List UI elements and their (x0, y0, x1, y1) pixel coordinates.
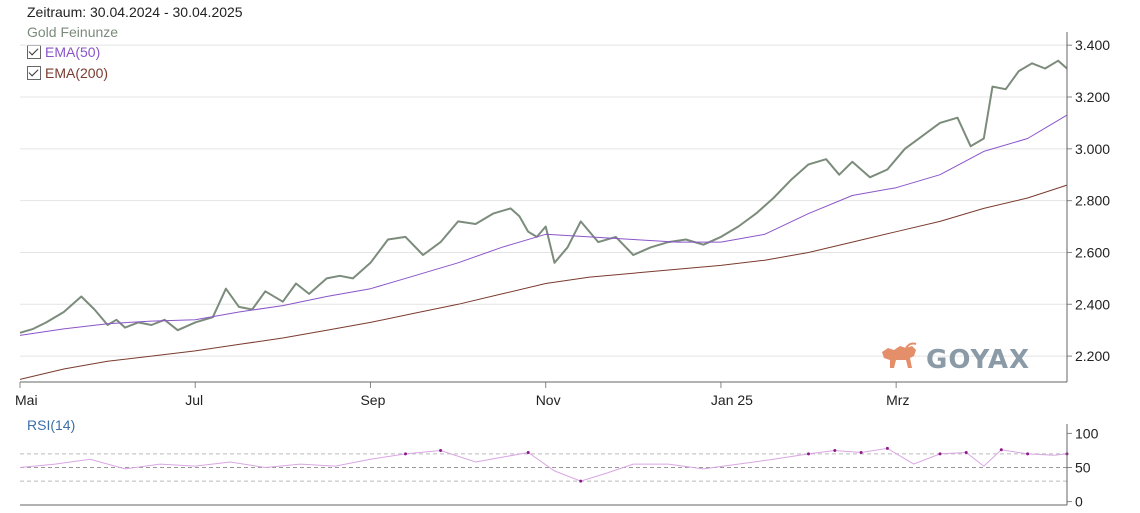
y-tick-label: 2.600 (1075, 244, 1110, 260)
rsi-tick-label: 0 (1075, 494, 1083, 510)
legend-label-ema50: EMA(50) (45, 44, 101, 60)
rsi-label: RSI(14) (27, 417, 76, 433)
axis-layer: 2.200 2.400 2.600 2.800 3.000 3.200 3.400 Mai Ju… (15, 32, 1110, 510)
y-tick-label: 2.200 (1075, 348, 1110, 364)
rsi-extreme-point (404, 452, 407, 456)
series-rsi (19, 447, 1068, 482)
logo-text: GOYAX (926, 345, 1030, 375)
bull-icon (882, 342, 917, 368)
y-tick-label: 3.200 (1075, 89, 1110, 105)
y-tick-label: 2.800 (1075, 193, 1110, 209)
y-tick-label: 3.000 (1075, 141, 1110, 157)
rsi-extreme-point (885, 446, 889, 450)
rsi-extreme-point (439, 449, 443, 452)
rsi-extreme-point (859, 451, 863, 454)
rsi-extreme-point (999, 448, 1003, 452)
x-tick-label: Nov (536, 392, 561, 408)
rsi-extreme-point (833, 449, 837, 452)
x-tick-label: Mrz (886, 392, 909, 408)
period-label: Zeitraum: 30.04.2024 - 30.04.2025 (27, 4, 243, 20)
rsi-extreme-point (1026, 452, 1030, 456)
legend-label-ema200: EMA(200) (45, 65, 109, 81)
x-tick-label: Sep (360, 392, 385, 408)
rsi-tick-label: 100 (1075, 425, 1099, 441)
series-name: Gold Feinunze (27, 24, 119, 40)
series-ema200 (19, 184, 1068, 380)
rsi-extreme-point (579, 479, 583, 483)
x-tick-label: Mai (15, 392, 38, 408)
y-tick-label: 2.400 (1075, 296, 1110, 312)
goyax-logo: GOYAX (882, 342, 1030, 375)
x-tick-label: Jan 25 (711, 392, 753, 408)
series-layer (19, 59, 1069, 483)
rsi-extreme-point (964, 451, 968, 454)
x-tick-label: Jul (185, 392, 203, 408)
rsi-extreme-point (526, 451, 530, 454)
series-gold (19, 59, 1068, 334)
checkbox-ema200[interactable] (27, 66, 41, 80)
series-ema50 (19, 114, 1068, 336)
main-grid (20, 44, 1067, 357)
rsi-extreme-point (807, 452, 810, 456)
legend-item-ema200[interactable]: EMA(200) (27, 65, 108, 81)
rsi-extreme-point (938, 452, 942, 456)
rsi-grid (20, 453, 1067, 482)
y-tick-label: 3.400 (1075, 37, 1110, 53)
rsi-tick-label: 50 (1075, 460, 1091, 476)
